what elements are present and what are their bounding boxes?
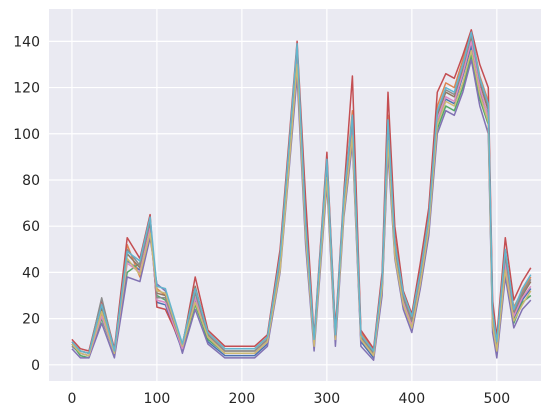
- y-tick-label: 40: [22, 265, 40, 281]
- x-tick-label: 300: [313, 391, 340, 407]
- grid-lines: [49, 9, 541, 381]
- series-layer: [71, 29, 532, 361]
- x-tick-label: 0: [67, 391, 76, 407]
- x-tick-labels: 0 100 200 300 400 500: [67, 391, 510, 407]
- y-tick-label: 20: [22, 312, 40, 328]
- x-tick-label: 500: [483, 391, 510, 407]
- x-tick-label: 400: [398, 391, 425, 407]
- x-tick-label: 200: [229, 391, 256, 407]
- y-tick-label: 0: [31, 358, 40, 374]
- y-tick-labels: 0 20 40 60 80 100 120 140: [13, 34, 40, 373]
- y-tick-label: 60: [22, 219, 40, 235]
- y-tick-label: 140: [13, 34, 40, 50]
- y-tick-label: 100: [13, 127, 40, 143]
- series-line: [71, 31, 532, 355]
- y-tick-label: 120: [13, 81, 40, 97]
- y-tick-label: 80: [22, 173, 40, 189]
- x-tick-label: 100: [144, 391, 171, 407]
